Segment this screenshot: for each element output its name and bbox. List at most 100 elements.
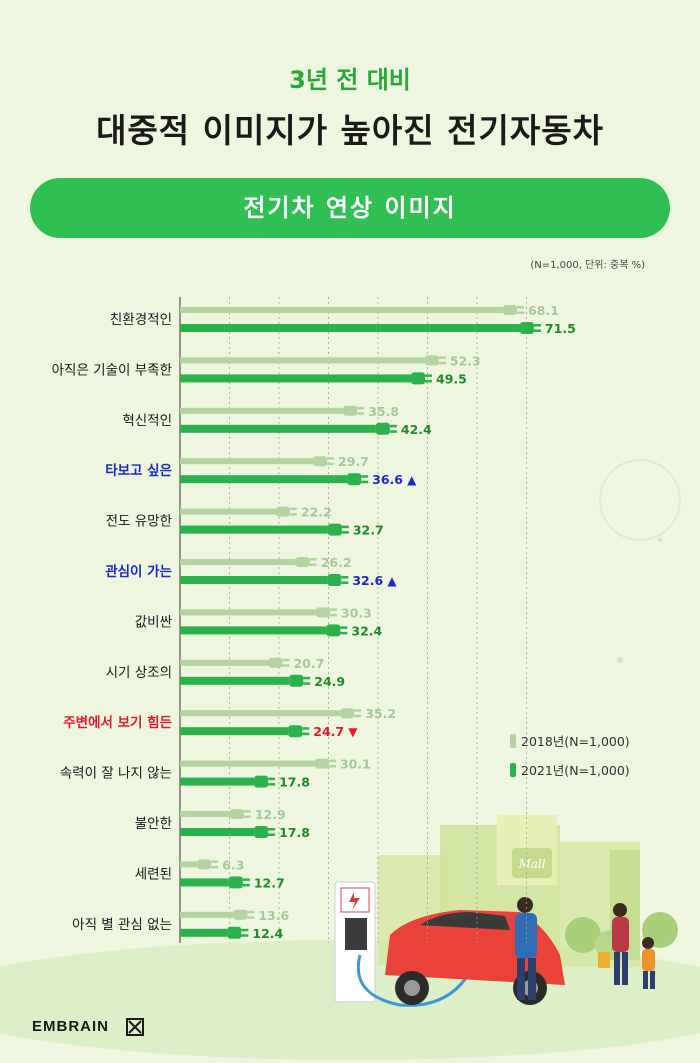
plug-body [295, 557, 310, 567]
bar-2018 [180, 506, 297, 517]
plug-prong [389, 424, 397, 428]
bar-2018-body [180, 911, 234, 918]
plug-prong [282, 658, 290, 662]
plug-prong [242, 878, 250, 881]
bar-2021 [180, 624, 348, 637]
bar-2021-body [180, 525, 328, 534]
bar-2021-body [180, 576, 328, 584]
plug-body [343, 405, 358, 416]
bar-2018-body [180, 811, 230, 817]
bar-2018 [180, 657, 290, 668]
bar-2021-body [180, 324, 520, 332]
value-label-2018: 30.3 [341, 605, 372, 620]
value-label-2021: 17.8 [279, 825, 310, 840]
plug-prong [328, 759, 336, 763]
legend-swatch [510, 763, 516, 777]
value-label-2021: 24.9 [314, 674, 345, 689]
bar-2021 [180, 725, 310, 738]
bar-2018-body [180, 559, 296, 565]
unit-note: (N=1,000, 단위: 중복 %) [530, 260, 645, 271]
plug-prong [341, 525, 349, 529]
category-label: 불안한 [135, 816, 172, 832]
svg-text:Mall: Mall [517, 857, 545, 871]
plug-prong [327, 462, 335, 466]
embrain-logo-icon [126, 1018, 144, 1036]
value-label-2021: 49.5 [436, 371, 467, 386]
plug-prong [533, 324, 541, 327]
bar-2018 [180, 355, 446, 366]
plug-prong [282, 664, 290, 667]
bar-2021-body [180, 828, 255, 836]
value-label-2018: 52.3 [450, 353, 481, 368]
plug-body [411, 372, 426, 385]
bar-2021-body [180, 928, 228, 937]
plug-prong [309, 558, 317, 561]
plug-prong [289, 513, 297, 516]
legend-label: 2021년(N=1,000) [521, 763, 630, 778]
chart-subtitle: 3년 전 대비 [289, 66, 411, 94]
plug-body [314, 758, 329, 769]
plug-prong [241, 934, 249, 937]
bar-2018-body [180, 407, 344, 414]
plug-body [326, 624, 341, 637]
plug-prong [241, 928, 249, 932]
plug-prong [211, 860, 219, 863]
bar-2021 [180, 926, 249, 939]
value-label-2018: 30.1 [340, 757, 371, 772]
bar-2018 [180, 909, 255, 920]
bar-2018-body [180, 307, 504, 313]
plug-prong [340, 626, 348, 629]
plug-prong [211, 865, 219, 869]
bar-2018-body [180, 760, 315, 767]
plug-prong [247, 916, 255, 919]
value-label-2018: 35.8 [368, 404, 399, 419]
plug-body [197, 859, 212, 870]
value-label-2018: 22.2 [301, 505, 332, 520]
bar-2018-body [180, 609, 316, 616]
plug-body [254, 775, 269, 788]
category-label: 관심이 가는 [105, 563, 172, 580]
plug-prong [354, 714, 362, 718]
plug-body [340, 708, 355, 719]
plug-prong [242, 883, 250, 887]
plug-body [315, 607, 330, 618]
bar-2018-body [180, 659, 269, 666]
plug-body [313, 456, 328, 467]
plug-prong [533, 329, 541, 332]
plug-prong [517, 311, 525, 314]
plug-prong [329, 613, 337, 617]
ev-charging-illustration: Mall [0, 459, 700, 1060]
plug-body [227, 926, 242, 939]
plug-prong [309, 563, 317, 566]
plug-prong [354, 709, 362, 712]
bar-2018-body [180, 458, 314, 465]
plug-body [229, 809, 244, 819]
plug-body [228, 876, 243, 889]
value-label-2021: 12.7 [254, 875, 285, 890]
bar-2018 [180, 859, 219, 870]
category-label: 아직 별 관심 없는 [72, 917, 172, 933]
category-label: 주변에서 보기 힘든 [63, 714, 172, 731]
bar-2018 [180, 456, 335, 467]
plug-prong [243, 810, 251, 813]
plug-body [275, 506, 290, 517]
bar-2018 [180, 607, 337, 618]
plug-body [289, 674, 304, 687]
plug-prong [268, 783, 276, 786]
bar-2021 [180, 422, 397, 435]
plug-body [503, 305, 518, 315]
value-label-2018: 35.2 [365, 706, 396, 721]
bar-2021 [180, 876, 250, 889]
bar-2021 [180, 523, 349, 536]
bar-2021-body [180, 424, 376, 433]
plug-body [347, 473, 362, 486]
category-label: 값비싼 [135, 614, 172, 630]
plug-prong [389, 430, 397, 433]
plug-prong [425, 374, 433, 377]
plug-body [288, 725, 303, 738]
plug-prong [361, 480, 369, 484]
bar-2018-body [180, 710, 341, 717]
plug-prong [268, 777, 276, 781]
category-label: 속력이 잘 나지 않는 [60, 766, 172, 782]
plug-prong [341, 581, 349, 584]
